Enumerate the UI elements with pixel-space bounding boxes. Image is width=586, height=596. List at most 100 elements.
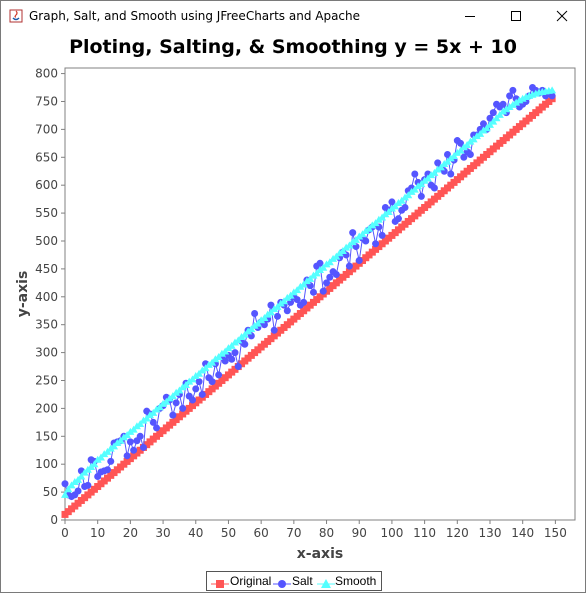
y-tick-label: 500 bbox=[35, 234, 58, 248]
point-salt bbox=[411, 170, 419, 178]
point-salt bbox=[444, 150, 451, 158]
point-salt bbox=[309, 288, 317, 296]
y-tick-label: 150 bbox=[35, 429, 58, 443]
point-salt bbox=[394, 215, 402, 223]
point-salt bbox=[169, 411, 177, 419]
point-salt bbox=[136, 432, 144, 440]
point-salt bbox=[300, 298, 308, 306]
point-salt bbox=[61, 480, 69, 488]
x-tick-label: 80 bbox=[319, 526, 334, 540]
point-salt bbox=[283, 307, 291, 315]
y-tick-label: 200 bbox=[35, 401, 58, 415]
series-layer bbox=[61, 84, 557, 518]
legend-symbol-original bbox=[211, 575, 229, 588]
point-salt bbox=[434, 159, 442, 167]
point-salt bbox=[323, 279, 331, 287]
x-tick-label: 140 bbox=[511, 526, 534, 540]
y-tick-label: 550 bbox=[35, 206, 58, 220]
point-salt bbox=[130, 446, 138, 454]
x-axis-label: x-axis bbox=[297, 546, 343, 562]
y-tick-label: 700 bbox=[35, 122, 58, 136]
x-tick-label: 40 bbox=[188, 526, 203, 540]
x-tick-label: 0 bbox=[61, 526, 69, 540]
point-salt bbox=[74, 487, 82, 495]
point-salt bbox=[198, 390, 206, 398]
point-salt bbox=[123, 452, 131, 460]
chart-legend: Original Salt Smooth bbox=[206, 571, 382, 591]
maximize-icon bbox=[511, 11, 521, 21]
point-smooth bbox=[548, 86, 557, 94]
point-smooth bbox=[77, 472, 86, 480]
point-smooth bbox=[90, 460, 99, 468]
title-bar[interactable]: Graph, Salt, and Smooth using JFreeChart… bbox=[1, 1, 585, 31]
legend-symbol-salt bbox=[273, 575, 291, 588]
point-salt bbox=[104, 466, 111, 474]
legend-symbol-smooth bbox=[317, 575, 335, 588]
x-tick-label: 130 bbox=[479, 526, 502, 540]
x-tick-label: 20 bbox=[123, 526, 138, 540]
point-salt bbox=[349, 229, 357, 237]
close-button[interactable] bbox=[539, 1, 585, 31]
y-tick-label: 350 bbox=[35, 318, 58, 332]
point-salt bbox=[195, 378, 203, 386]
point-salt bbox=[228, 355, 236, 363]
chart-title: Ploting, Salting, & Smoothing y = 5x + 1… bbox=[69, 36, 517, 58]
y-tick-label: 650 bbox=[35, 150, 58, 164]
point-salt bbox=[139, 443, 147, 451]
point-salt bbox=[457, 139, 465, 147]
x-tick-label: 110 bbox=[413, 526, 436, 540]
legend-label-original: Original bbox=[230, 574, 272, 588]
minimize-button[interactable] bbox=[447, 1, 493, 31]
chart-svg: Ploting, Salting, & Smoothing y = 5x + 1… bbox=[15, 36, 576, 562]
point-salt bbox=[231, 349, 239, 357]
legend-label-salt: Salt bbox=[292, 574, 313, 588]
point-salt bbox=[548, 92, 556, 100]
point-salt bbox=[84, 481, 92, 489]
point-salt bbox=[172, 399, 180, 407]
point-salt bbox=[270, 326, 278, 334]
point-salt bbox=[362, 237, 370, 245]
minimize-icon bbox=[465, 16, 475, 17]
point-salt bbox=[126, 438, 134, 446]
y-tick-label: 100 bbox=[35, 457, 58, 471]
y-tick-label: 800 bbox=[35, 67, 58, 81]
point-salt bbox=[372, 240, 380, 248]
point-salt bbox=[486, 114, 494, 122]
point-salt bbox=[234, 363, 242, 371]
maximize-button[interactable] bbox=[493, 1, 539, 31]
point-salt bbox=[179, 404, 187, 412]
point-salt bbox=[251, 310, 259, 318]
point-salt bbox=[189, 396, 196, 404]
x-tick-label: 90 bbox=[352, 526, 367, 540]
y-axis-label: y-axis bbox=[15, 271, 31, 318]
point-salt bbox=[345, 262, 353, 270]
x-tick-label: 60 bbox=[254, 526, 269, 540]
point-salt bbox=[316, 259, 324, 267]
point-salt bbox=[153, 424, 161, 432]
y-tick-label: 450 bbox=[35, 262, 58, 276]
x-tick-label: 10 bbox=[90, 526, 105, 540]
point-salt bbox=[241, 340, 249, 348]
point-salt bbox=[506, 92, 514, 100]
point-salt bbox=[192, 385, 200, 393]
point-smooth bbox=[61, 490, 69, 498]
java-icon bbox=[9, 8, 23, 23]
legend-label-smooth: Smooth bbox=[335, 574, 377, 588]
point-salt bbox=[293, 296, 301, 304]
y-tick-label: 300 bbox=[35, 346, 58, 360]
y-tick-label: 750 bbox=[35, 94, 58, 108]
x-tick-label: 50 bbox=[221, 526, 236, 540]
x-tick-label: 30 bbox=[155, 526, 170, 540]
point-salt bbox=[388, 198, 396, 206]
window-title: Graph, Salt, and Smooth using JFreeChart… bbox=[29, 9, 361, 23]
point-salt bbox=[460, 153, 468, 161]
y-tick-label: 250 bbox=[35, 373, 58, 387]
point-salt bbox=[479, 120, 487, 128]
y-tick-label: 50 bbox=[43, 485, 58, 499]
point-smooth bbox=[64, 485, 73, 493]
close-icon bbox=[556, 10, 568, 22]
series-smooth bbox=[61, 86, 557, 498]
point-salt bbox=[509, 86, 517, 94]
point-salt bbox=[267, 301, 275, 309]
y-tick-label: 0 bbox=[50, 513, 58, 527]
